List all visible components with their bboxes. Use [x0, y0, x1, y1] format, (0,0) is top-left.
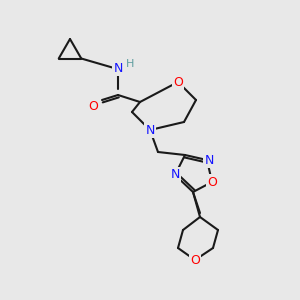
Text: N: N [145, 124, 155, 136]
Text: O: O [88, 100, 98, 112]
Text: N: N [113, 61, 123, 74]
Text: N: N [204, 154, 214, 166]
Text: N: N [170, 169, 180, 182]
Text: O: O [207, 176, 217, 188]
Text: O: O [173, 76, 183, 88]
Text: H: H [126, 59, 134, 69]
Text: O: O [190, 254, 200, 266]
